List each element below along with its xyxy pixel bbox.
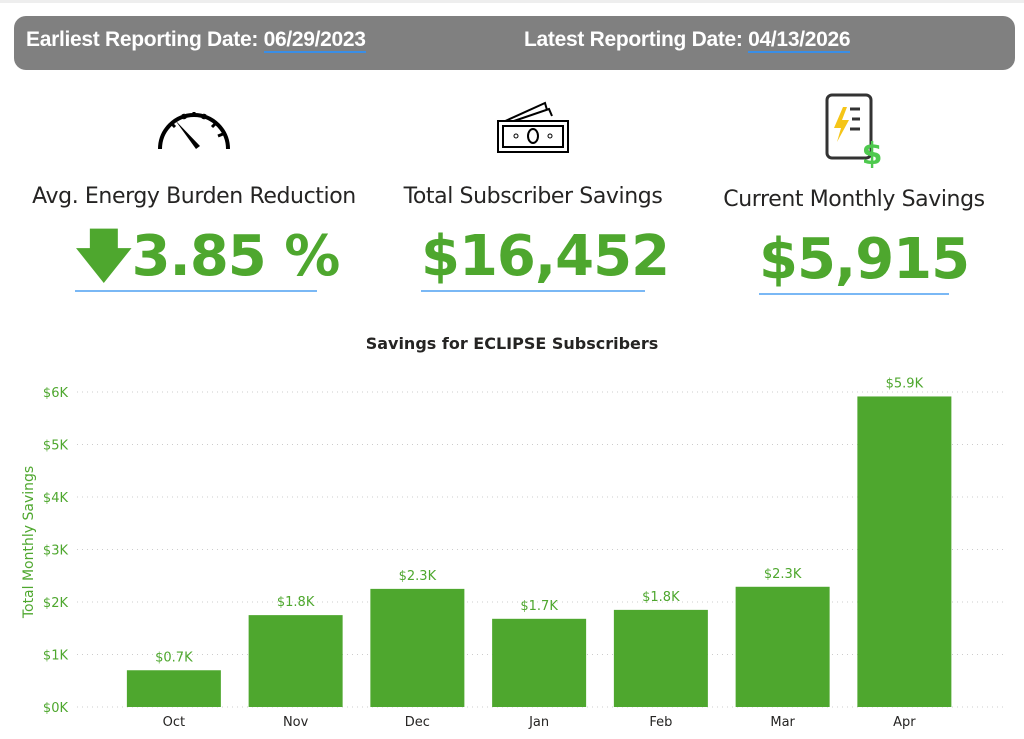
latest-date: Latest Reporting Date: 04/13/2026 (524, 28, 851, 53)
kpi-value-energy-burden: 🡇3.85 % (75, 224, 340, 292)
svg-text:$: $ (862, 137, 883, 168)
y-axis-label: Total Monthly Savings (21, 466, 37, 619)
kpi-value-monthly-savings: $5,915 (759, 227, 970, 295)
data-label: $1.8K (642, 590, 680, 605)
bar-nov[interactable] (248, 615, 343, 707)
down-arrow-icon: 🡇 (75, 224, 133, 289)
x-tick-label: Dec (405, 715, 430, 730)
y-tick-label: $1K (43, 649, 69, 664)
kpi-label-energy-burden: Avg. Energy Burden Reduction (32, 184, 356, 209)
x-tick-label: Mar (770, 715, 795, 730)
top-border (0, 0, 1024, 3)
speedometer-icon (158, 112, 230, 150)
y-tick-label: $2K (43, 596, 69, 611)
bar-dec[interactable] (370, 588, 465, 707)
data-label: $0.7K (155, 650, 193, 665)
bar-mar[interactable] (735, 586, 830, 707)
latest-date-value: 04/13/2026 (748, 28, 851, 53)
bar-apr[interactable] (857, 396, 952, 707)
earliest-date-label: Earliest Reporting Date: (26, 28, 259, 51)
chart-title: Savings for ECLIPSE Subscribers (365, 334, 659, 353)
kpi-label-monthly-savings: Current Monthly Savings (723, 187, 985, 212)
y-tick-label: $4K (43, 491, 69, 506)
earliest-date-value: 06/29/2023 (263, 28, 366, 53)
x-tick-label: Oct (163, 715, 185, 730)
bar-feb[interactable] (613, 609, 708, 707)
data-label: $2.3K (764, 567, 802, 582)
bar-jan[interactable] (492, 618, 587, 707)
y-tick-label: $6K (43, 386, 69, 401)
y-tick-label: $3K (43, 544, 69, 559)
data-label: $2.3K (399, 569, 437, 584)
energy-burden-value: 3.85 % (131, 224, 341, 289)
x-tick-label: Nov (283, 715, 309, 730)
data-label: $5.9K (886, 376, 924, 391)
kpi-label-total-savings: Total Subscriber Savings (403, 184, 663, 209)
data-label: $1.7K (520, 599, 558, 614)
y-tick-label: $5K (43, 439, 69, 454)
cash-icon (497, 101, 569, 153)
kpi-value-total-savings: $16,452 (421, 224, 670, 292)
bar-oct[interactable] (126, 670, 221, 707)
x-tick-label: Feb (649, 715, 672, 730)
energy-bill-dollar-icon: $ (825, 93, 883, 168)
reporting-date-banner: Earliest Reporting Date: 06/29/2023 Late… (14, 16, 1015, 70)
data-label: $1.8K (277, 595, 315, 610)
savings-bar-chart: Total Monthly Savings $0K $1K $2K $3K $4K $5K… (21, 376, 1005, 730)
x-tick-label: Jan (528, 715, 549, 730)
latest-date-label: Latest Reporting Date: (524, 28, 743, 51)
earliest-date: Earliest Reporting Date: 06/29/2023 (26, 28, 366, 53)
x-tick-label: Apr (893, 715, 916, 730)
y-tick-label: $0K (43, 701, 69, 716)
